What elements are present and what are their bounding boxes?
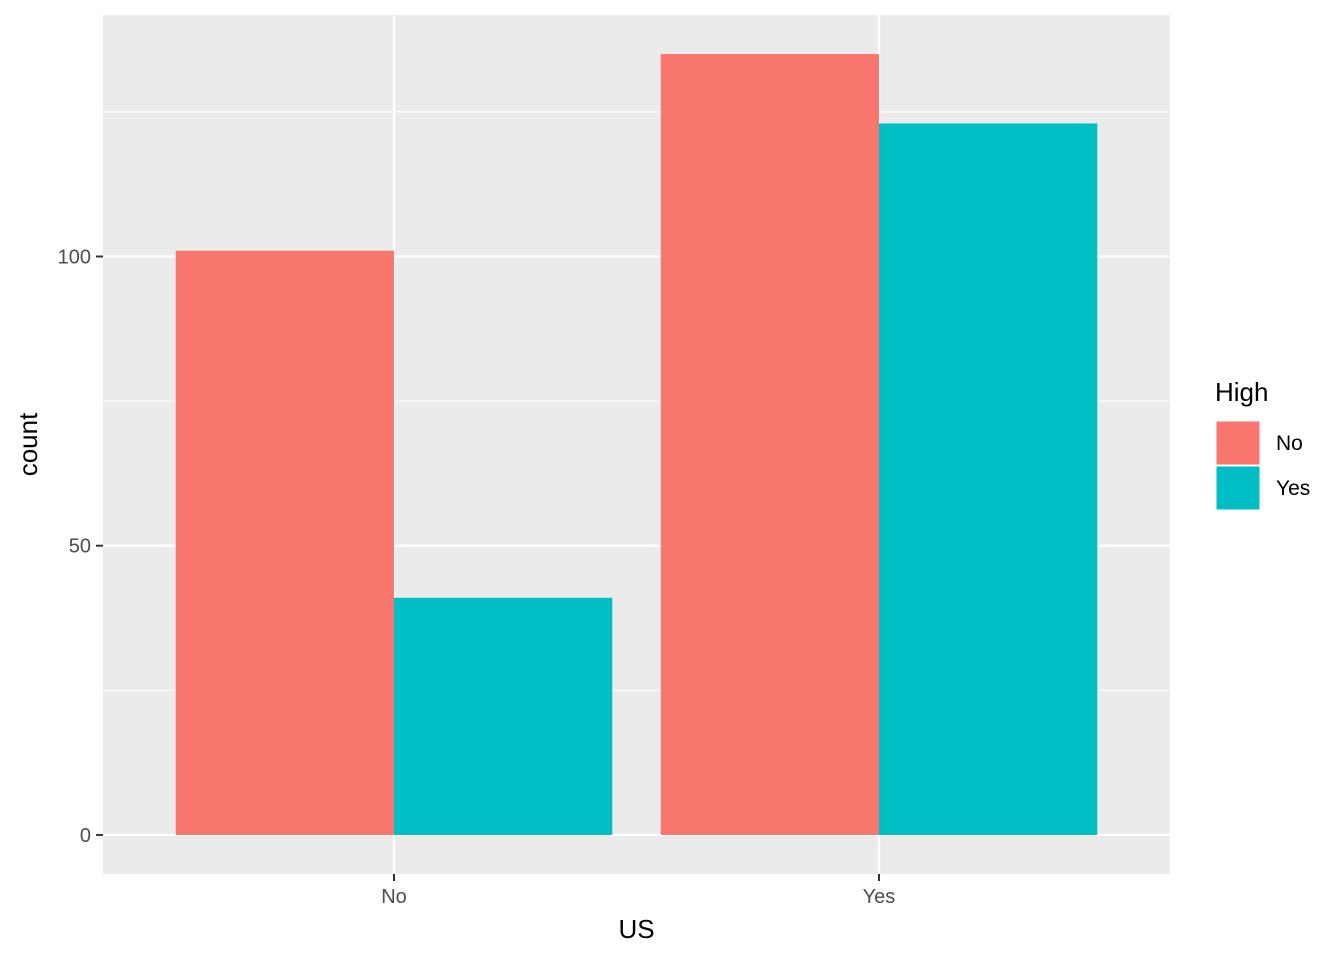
legend: High No Yes bbox=[1215, 377, 1310, 511]
legend-label-yes: Yes bbox=[1276, 477, 1310, 500]
x-tick-label: Yes bbox=[863, 886, 896, 908]
legend-key-yes bbox=[1215, 465, 1261, 511]
y-tick-label: 0 bbox=[80, 825, 91, 847]
bar-no-no bbox=[175, 250, 394, 835]
bar-yes-no bbox=[660, 54, 879, 835]
y-axis-title: count bbox=[13, 412, 43, 476]
legend-label-no: No bbox=[1276, 432, 1303, 455]
bars bbox=[175, 54, 1098, 835]
y-tick-label: 50 bbox=[69, 536, 91, 558]
bar-yes-yes bbox=[879, 123, 1098, 835]
y-tick-label: 100 bbox=[58, 247, 91, 269]
x-axis: No Yes bbox=[381, 874, 895, 908]
y-axis: 0 50 100 bbox=[58, 247, 103, 847]
x-axis-title: US bbox=[618, 914, 654, 944]
legend-key-no bbox=[1215, 420, 1261, 466]
legend-title: High bbox=[1215, 377, 1268, 407]
x-tick-label: No bbox=[381, 886, 407, 908]
bar-no-yes bbox=[394, 597, 613, 835]
